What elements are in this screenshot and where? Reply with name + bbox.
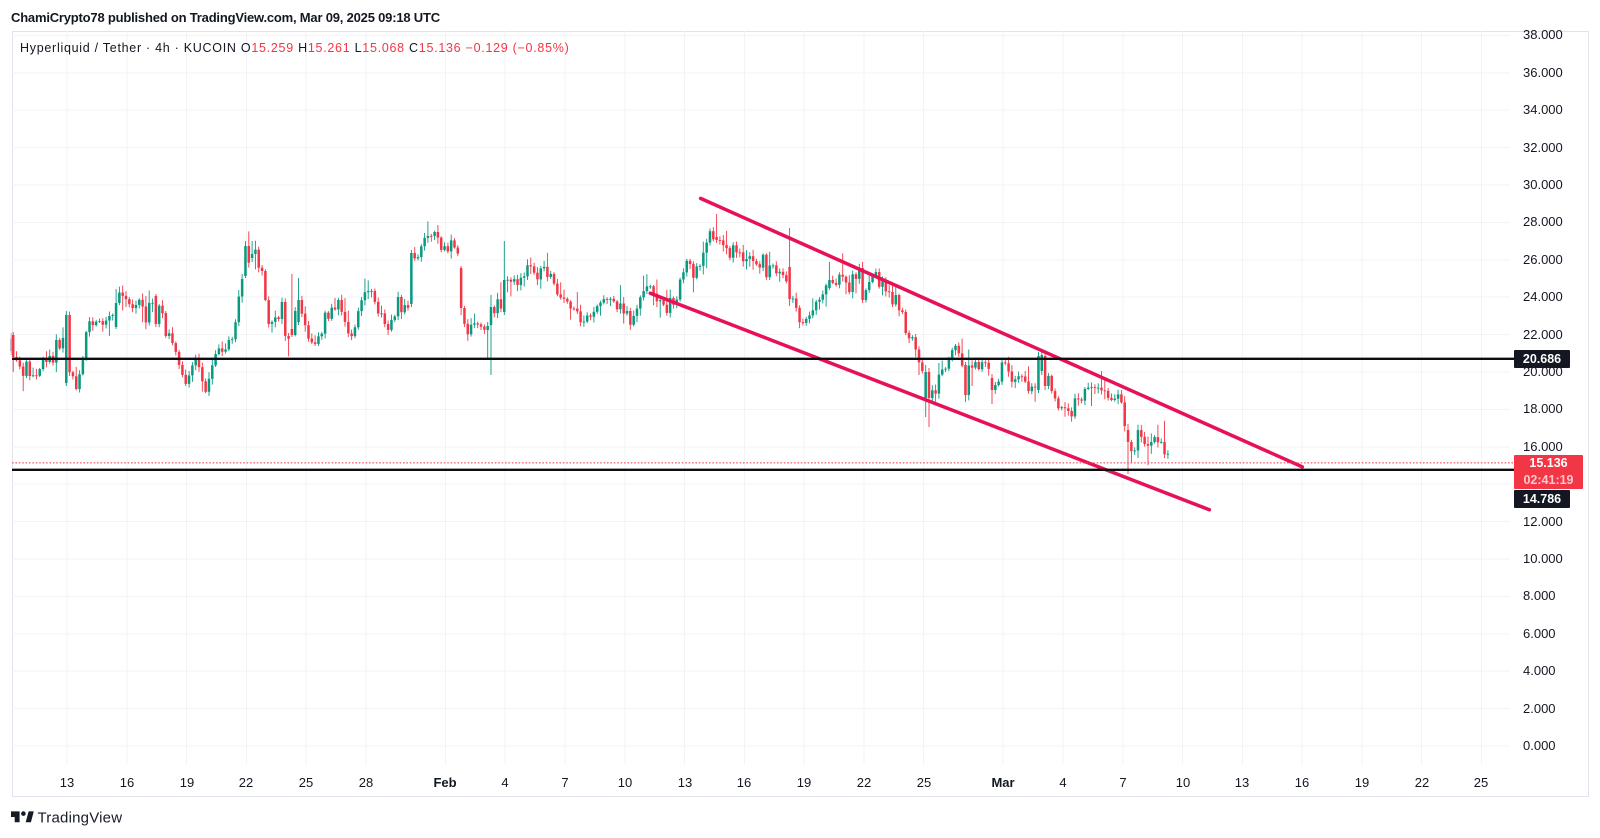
svg-text:TradingView: TradingView: [38, 810, 123, 827]
